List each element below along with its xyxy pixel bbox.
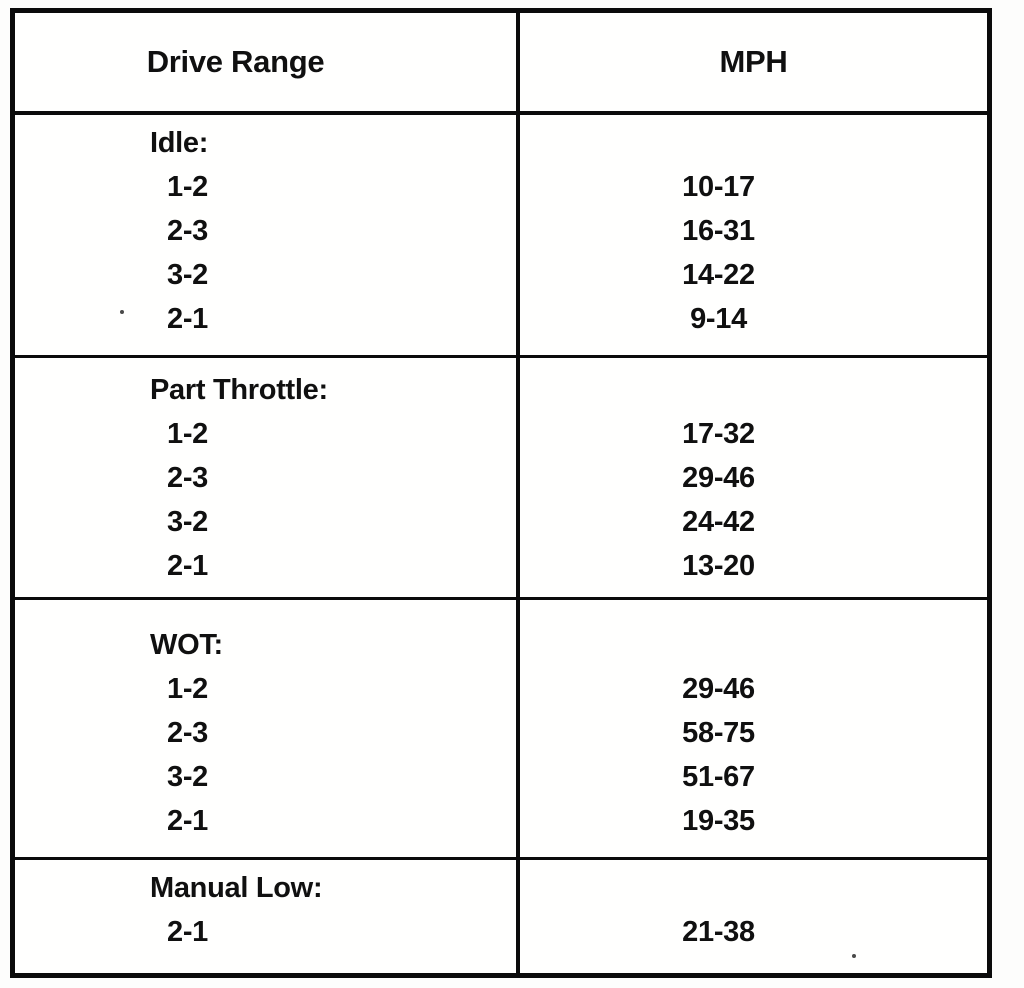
drive-range-column: Part Throttle: 1-2 2-3 3-2 2-1 <box>15 358 520 597</box>
mph-column: 29-46 58-75 51-67 19-35 <box>520 600 987 857</box>
mph-column: 17-32 29-46 24-42 13-20 <box>520 358 987 597</box>
mph-column: 10-17 16-31 14-22 9-14 <box>520 115 987 355</box>
gear-shift-range: 2-3 <box>167 717 209 749</box>
mph-value: 19-35 <box>682 805 755 837</box>
section-manual-low: Manual Low: 2-1 21-38 <box>15 860 987 973</box>
section-label: Manual Low: <box>150 872 323 904</box>
gear-shift-range: 1-2 <box>167 171 209 203</box>
gear-shift-range: 2-3 <box>167 462 209 494</box>
header-drive-range: Drive Range <box>15 13 520 111</box>
mph-value: 51-67 <box>682 761 755 793</box>
section-wot: WOT: 1-2 2-3 3-2 2-1 29-46 58-75 51-67 1… <box>15 600 987 860</box>
gear-shift-range: 3-2 <box>167 761 209 793</box>
mph-value: 13-20 <box>682 550 755 582</box>
gear-shift-range: 1-2 <box>167 418 209 450</box>
mph-value: 14-22 <box>682 259 755 291</box>
gear-shift-range: 2-3 <box>167 215 209 247</box>
mph-value: 24-42 <box>682 506 755 538</box>
scan-speck <box>120 310 124 314</box>
table-header-row: Drive Range MPH <box>15 13 987 115</box>
drive-range-column: WOT: 1-2 2-3 3-2 2-1 <box>15 600 520 857</box>
section-label: Idle: <box>150 127 209 159</box>
spacer <box>520 368 917 412</box>
scan-speck <box>852 954 856 958</box>
gear-shift-range: 2-1 <box>167 550 209 582</box>
spacer <box>520 866 917 910</box>
gear-shift-range: 1-2 <box>167 673 209 705</box>
mph-column: 21-38 <box>520 860 987 973</box>
drive-range-column: Idle: 1-2 2-3 3-2 2-1 <box>15 115 520 355</box>
spacer <box>520 623 917 667</box>
mph-value: 29-46 <box>682 462 755 494</box>
mph-value: 21-38 <box>682 916 755 948</box>
gear-shift-range: 3-2 <box>167 506 209 538</box>
section-idle: Idle: 1-2 2-3 3-2 2-1 10-17 16-31 14-22 … <box>15 115 987 358</box>
mph-value: 17-32 <box>682 418 755 450</box>
drive-range-column: Manual Low: 2-1 <box>15 860 520 973</box>
mph-value: 16-31 <box>682 215 755 247</box>
section-part-throttle: Part Throttle: 1-2 2-3 3-2 2-1 17-32 29-… <box>15 358 987 600</box>
gear-shift-range: 2-1 <box>167 805 209 837</box>
mph-value: 9-14 <box>690 303 747 335</box>
mph-value: 10-17 <box>682 171 755 203</box>
mph-value: 29-46 <box>682 673 755 705</box>
shift-speed-table: Drive Range MPH Idle: 1-2 2-3 3-2 2-1 10… <box>10 8 992 978</box>
mph-value: 58-75 <box>682 717 755 749</box>
gear-shift-range: 3-2 <box>167 259 209 291</box>
section-label: WOT: <box>150 629 223 661</box>
spacer <box>520 121 917 165</box>
gear-shift-range: 2-1 <box>167 303 209 335</box>
header-mph: MPH <box>719 44 788 79</box>
gear-shift-range: 2-1 <box>167 916 209 948</box>
section-label: Part Throttle: <box>150 374 328 406</box>
